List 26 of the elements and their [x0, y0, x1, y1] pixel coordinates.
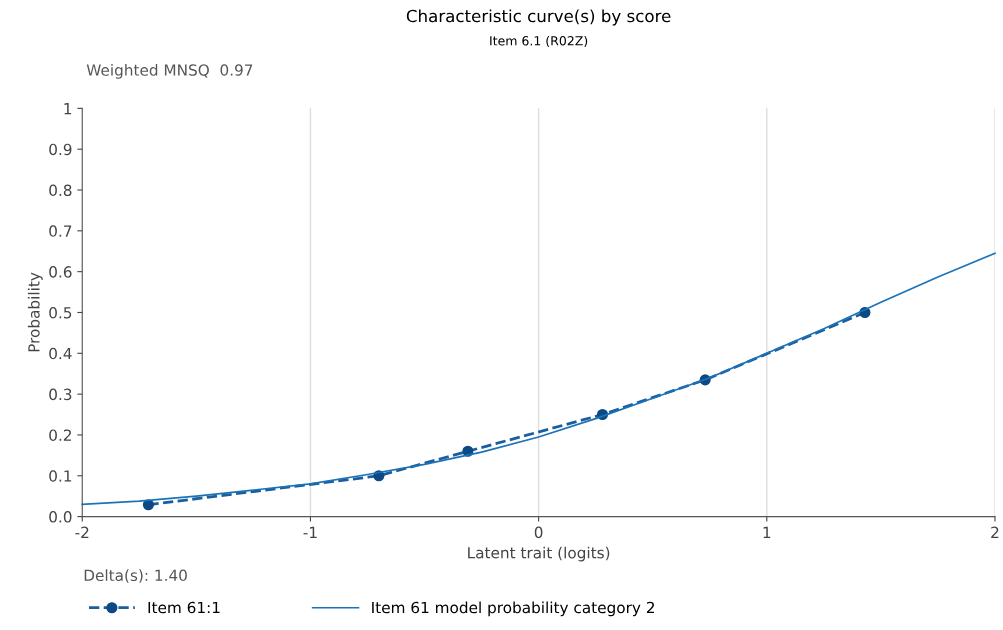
y-tick-label: 0.7 [49, 225, 72, 237]
y-tick-label: 0.1 [49, 470, 72, 482]
x-tick-label: 0 [534, 526, 543, 539]
y-axis-title: Probability [27, 272, 43, 352]
legend-label: Item 61:1 [148, 601, 220, 614]
text: Delta(s): 1.40 [84, 569, 187, 583]
y-tick-label: 0.6 [49, 266, 72, 278]
point [142, 499, 154, 511]
y-tick-label: 0.8 [49, 184, 72, 197]
y-tick-label: 0.2 [49, 429, 71, 441]
y-tick-label: 1 [64, 103, 72, 115]
x-tick-label: 2 [991, 526, 999, 538]
x-tick-label: -1 [303, 526, 317, 538]
legend-label: Item 61 model probability category 2 [372, 601, 654, 617]
chart-title: Characteristic curve(s) by score [406, 9, 671, 26]
line-series [81, 252, 996, 506]
x-axis-title: Latent trait (logits) [468, 546, 610, 562]
y-tick-label: 0.5 [49, 306, 72, 319]
text: Weighted MNSQ 0.97 [86, 63, 253, 79]
y-tick-label: 0.4 [49, 347, 72, 360]
chart-subtitle: Item 6.1 (R02Z) [490, 35, 588, 48]
y-tick-label: 0.0 [49, 511, 72, 523]
y-tick-label: 0.9 [49, 143, 72, 156]
x-tick-label: -2 [75, 526, 89, 538]
x-tick-label: 1 [763, 526, 771, 538]
y-tick-label: 0.3 [49, 388, 72, 401]
